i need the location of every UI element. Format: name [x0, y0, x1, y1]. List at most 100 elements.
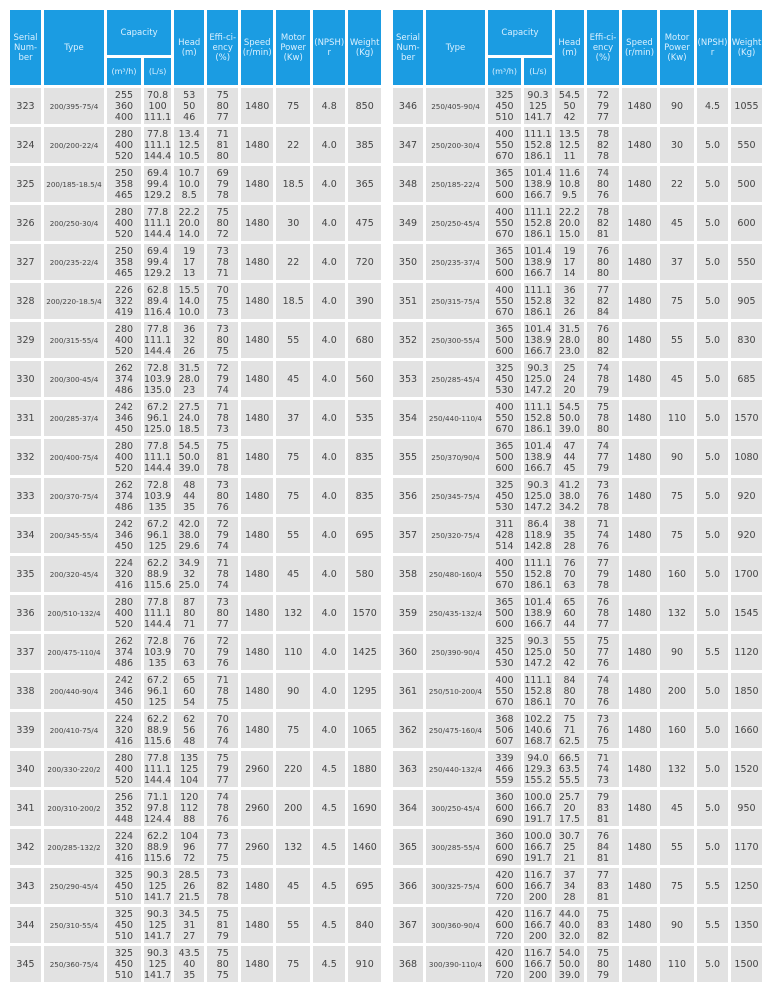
capacity-m3h-value: 400 — [495, 674, 514, 686]
type-cell: 200/250-30/4 — [44, 205, 104, 241]
type-cell: 200/220-18.5/4 — [44, 283, 104, 319]
capacity-m3h-cell: 325 450 530 — [488, 478, 521, 514]
head-value: 72 — [183, 852, 196, 864]
npsh-cell: 5.0 — [697, 673, 728, 709]
efficiency-value: 78 — [216, 412, 229, 424]
efficiency-cell: 71 74 73 — [587, 751, 619, 787]
head-cell: 54.5 50.0 39.0 — [555, 400, 584, 436]
efficiency-value: 72 — [216, 518, 229, 530]
capacity-ls-value: 200 — [528, 969, 548, 981]
capacity-m3h-value: 280 — [114, 440, 134, 452]
capacity-ls-cell: 67.2 96.1 125 — [144, 673, 172, 709]
speed-cell: 1480 — [241, 712, 274, 748]
capacity-m3h-cell: 420 600 720 — [488, 946, 521, 982]
head-cell: 43.5 40 35 — [174, 946, 205, 982]
table-header: Serial Num-ber Type Capacity Head (m) Ef… — [10, 10, 382, 85]
capacity-m3h-cell: 280 400 520 — [107, 751, 141, 787]
capacity-m3h-cell: 262 374 486 — [107, 634, 141, 670]
capacity-ls-value: 138.9 — [524, 178, 552, 190]
capacity-ls-value: 135 — [148, 657, 167, 669]
motor-power-cell: 22 — [276, 244, 311, 280]
capacity-ls-value: 152.8 — [524, 217, 552, 229]
capacity-ls-value: 88.9 — [147, 724, 169, 736]
type-cell: 250/185-22/4 — [426, 166, 485, 202]
type-cell: 250/310-55/4 — [44, 907, 104, 943]
efficiency-value: 74 — [596, 362, 610, 374]
capacity-ls-value: 125.0 — [524, 646, 552, 658]
capacity-ls-value: 166.7 — [524, 189, 552, 201]
head-value: 30.7 — [558, 830, 581, 842]
efficiency-value: 79 — [216, 646, 229, 658]
efficiency-cell: 75 80 72 — [207, 205, 239, 241]
table-row: 362 250/475-160/4 368 506 607 102.2 140.6 168.7… — [393, 712, 762, 748]
capacity-ls-value: 116.4 — [144, 306, 172, 318]
capacity-ls-value: 100 — [148, 100, 167, 112]
npsh-cell: 5.0 — [697, 595, 728, 631]
capacity-m3h-value: 416 — [114, 735, 134, 747]
efficiency-value: 81 — [596, 813, 610, 825]
capacity-m3h-value: 224 — [114, 830, 134, 842]
head-value: 47 — [563, 440, 576, 452]
npsh-cell: 4.5 — [313, 946, 346, 982]
capacity-ls-cell: 100.0 166.7 191.7 — [524, 829, 552, 865]
efficiency-cell: 74 78 76 — [587, 673, 619, 709]
head-value: 23.0 — [558, 345, 581, 357]
head-value: 71 — [563, 724, 576, 736]
capacity-m3h-value: 400 — [495, 128, 514, 140]
type-cell: 300/390-110/4 — [426, 946, 485, 982]
motor-power-cell: 75 — [660, 283, 694, 319]
serial-number-cell: 349 — [393, 205, 423, 241]
weight-cell: 500 — [731, 166, 762, 202]
serial-number-cell: 326 — [10, 205, 41, 241]
capacity-ls-value: 166.7 — [524, 618, 552, 630]
capacity-ls-value: 129.2 — [144, 189, 172, 201]
speed-cell: 1480 — [241, 166, 274, 202]
head-value: 10.0 — [178, 306, 200, 318]
capacity-ls-value: 101.4 — [524, 596, 552, 608]
header-type: Type — [426, 10, 485, 85]
efficiency-value: 79 — [596, 791, 610, 803]
weight-cell: 850 — [348, 88, 382, 124]
capacity-m3h-cell: 420 600 720 — [488, 907, 521, 943]
npsh-cell: 4.0 — [313, 205, 346, 241]
head-value: 22.2 — [178, 206, 200, 218]
head-value: 10.5 — [178, 150, 200, 162]
capacity-ls-cell: 94.0 129.3 155.2 — [524, 751, 552, 787]
speed-cell: 1480 — [241, 127, 274, 163]
efficiency-value: 77 — [596, 557, 610, 569]
head-value: 120 — [180, 791, 199, 803]
efficiency-value: 73 — [216, 323, 229, 335]
capacity-ls-value: 111.1 — [144, 139, 172, 151]
efficiency-cell: 75 81 78 — [207, 439, 239, 475]
table-row: 356 250/345-75/4 325 450 530 90.3 125.0 147.2 41… — [393, 478, 762, 514]
header-motor-power: Motor Power (Kw) — [660, 10, 694, 85]
capacity-ls-value: 67.2 — [147, 674, 169, 686]
efficiency-value: 75 — [216, 852, 229, 864]
type-cell: 200/285-37/4 — [44, 400, 104, 436]
header-efficiency: Effi-ci-ency (%) — [207, 10, 239, 85]
serial-number-cell: 325 — [10, 166, 41, 202]
head-value: 76 — [183, 635, 196, 647]
efficiency-cell: 76 80 82 — [587, 322, 619, 358]
efficiency-value: 76 — [596, 657, 610, 669]
efficiency-value: 84 — [596, 841, 610, 853]
weight-cell: 1570 — [731, 400, 762, 436]
type-cell: 200/235-22/4 — [44, 244, 104, 280]
capacity-ls-cell: 72.8 103.9 135.0 — [144, 361, 172, 397]
efficiency-value: 78 — [596, 128, 610, 140]
efficiency-value: 76 — [596, 830, 610, 842]
weight-cell: 1425 — [348, 634, 382, 670]
head-value: 70 — [183, 646, 196, 658]
head-value: 62 — [183, 713, 196, 725]
motor-power-cell: 200 — [276, 790, 311, 826]
weight-cell: 550 — [731, 127, 762, 163]
capacity-ls-cell: 116.7 166.7 200 — [524, 907, 552, 943]
table-row: 350 250/235-37/4 365 500 600 101.4 138.9 166.7 1… — [393, 244, 762, 280]
efficiency-value: 80 — [216, 334, 229, 346]
weight-cell: 1250 — [731, 868, 762, 904]
motor-power-cell: 110 — [660, 400, 694, 436]
capacity-ls-value: 90.3 — [527, 89, 549, 101]
weight-cell: 1880 — [348, 751, 382, 787]
efficiency-value: 74 — [596, 674, 610, 686]
efficiency-value: 78 — [216, 802, 229, 814]
